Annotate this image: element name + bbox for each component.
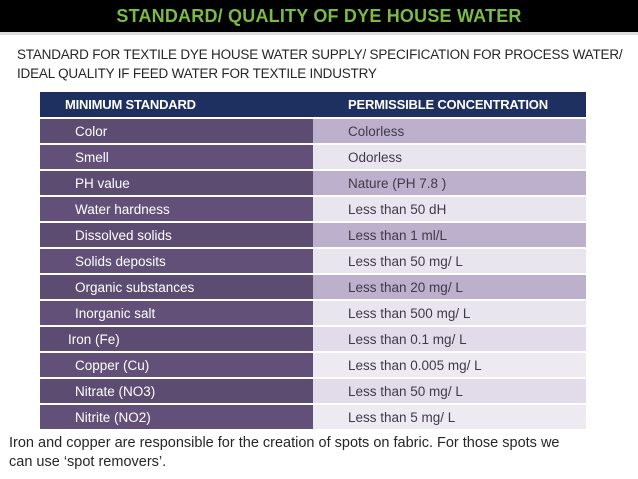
value-cell: Colorless — [313, 119, 586, 143]
footer-line-1: Iron and copper are responsible for the … — [9, 435, 560, 451]
value-cell: Less than 50 mg/ L — [313, 249, 586, 273]
table-row: Smell Odorless — [40, 145, 586, 169]
value-cell: Nature (PH 7.8 ) — [313, 171, 586, 195]
table-row: Solids deposits Less than 50 mg/ L — [40, 249, 586, 273]
table-row: Nitrate (NO3) Less than 50 mg/ L — [40, 379, 586, 403]
subtitle-line-2: IDEAL QUALITY IF FEED WATER FOR TEXTILE … — [17, 66, 377, 81]
subtitle: STANDARD FOR TEXTILE DYE HOUSE WATER SUP… — [17, 45, 632, 83]
value-cell: Less than 0.005 mg/ L — [313, 353, 586, 377]
title-bar: STANDARD/ QUALITY OF DYE HOUSE WATER — [0, 0, 638, 35]
value-cell: Odorless — [313, 145, 586, 169]
table-row: Color Colorless — [40, 119, 586, 143]
footer-note: Iron and copper are responsible for the … — [9, 434, 631, 472]
footer-line-2: can use ‘spot removers’. — [9, 454, 167, 470]
table-row: Dissolved solids Less than 1 ml/L — [40, 223, 586, 247]
column-header-minimum-standard: MINIMUM STANDARD — [65, 97, 196, 112]
table-row: Copper (Cu) Less than 0.005 mg/ L — [40, 353, 586, 377]
standard-cell: Dissolved solids — [40, 223, 313, 247]
standard-cell: Color — [40, 119, 313, 143]
standard-cell: Water hardness — [40, 197, 313, 221]
value-cell: Less than 50 dH — [313, 197, 586, 221]
value-cell: Less than 20 mg/ L — [313, 275, 586, 299]
table-row: Water hardness Less than 50 dH — [40, 197, 586, 221]
water-standards-table: MINIMUM STANDARD PERMISSIBLE CONCENTRATI… — [40, 92, 586, 429]
value-cell: Less than 50 mg/ L — [313, 379, 586, 403]
value-cell: Less than 5 mg/ L — [313, 405, 586, 429]
standard-cell: Inorganic salt — [40, 301, 313, 325]
standard-cell: PH value — [40, 171, 313, 195]
table-row: Iron (Fe) Less than 0.1 mg/ L — [40, 327, 586, 351]
standard-cell: Smell — [40, 145, 313, 169]
standard-cell: Nitrite (NO2) — [40, 405, 313, 429]
table-header-row: MINIMUM STANDARD PERMISSIBLE CONCENTRATI… — [40, 92, 586, 117]
value-cell: Less than 500 mg/ L — [313, 301, 586, 325]
subtitle-line-1: STANDARD FOR TEXTILE DYE HOUSE WATER SUP… — [17, 47, 623, 62]
value-cell: Less than 0.1 mg/ L — [313, 327, 586, 351]
table-row: Nitrite (NO2) Less than 5 mg/ L — [40, 405, 586, 429]
value-cell: Less than 1 ml/L — [313, 223, 586, 247]
standard-cell: Nitrate (NO3) — [40, 379, 313, 403]
standard-cell: Organic substances — [40, 275, 313, 299]
table-row: Organic substances Less than 20 mg/ L — [40, 275, 586, 299]
table-body: Color Colorless Smell Odorless PH value Natur… — [40, 119, 586, 429]
slide-title: STANDARD/ QUALITY OF DYE HOUSE WATER — [116, 5, 522, 26]
column-header-permissible-concentration: PERMISSIBLE CONCENTRATION — [348, 97, 548, 112]
table-row: PH value Nature (PH 7.8 ) — [40, 171, 586, 195]
standard-cell: Iron (Fe) — [40, 327, 313, 351]
standard-cell: Copper (Cu) — [40, 353, 313, 377]
standard-cell: Solids deposits — [40, 249, 313, 273]
table-row: Inorganic salt Less than 500 mg/ L — [40, 301, 586, 325]
